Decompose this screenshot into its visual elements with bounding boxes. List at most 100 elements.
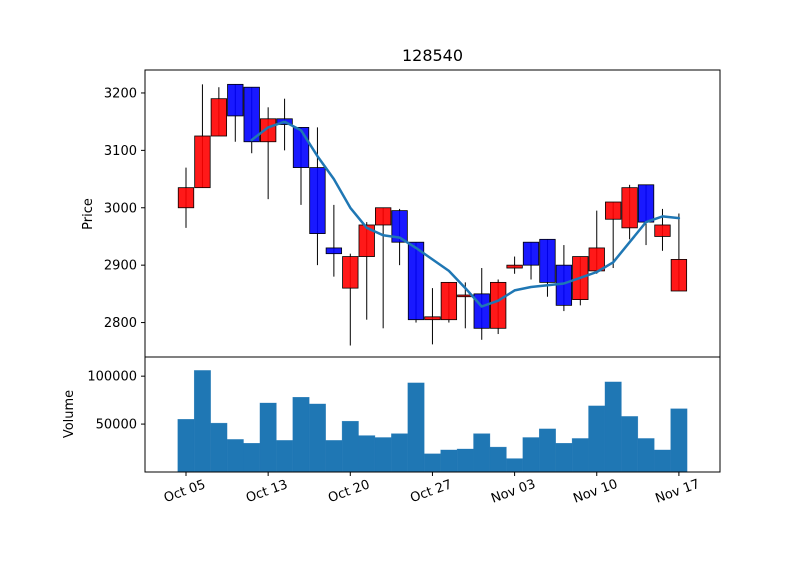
volume-bar [391, 433, 409, 473]
candle [210, 87, 228, 137]
candle [605, 201, 622, 269]
volume-panel: 50000 100000 Volume [62, 356, 721, 473]
candle [539, 238, 556, 297]
x-tick-label: Oct 05 [162, 477, 208, 506]
chart-title: 128540 [402, 46, 463, 65]
candle-body [292, 127, 310, 168]
candle [227, 83, 244, 142]
candle-body [177, 187, 195, 209]
volume-bar [276, 440, 294, 473]
candle [555, 245, 573, 312]
candle-body [391, 210, 408, 243]
candle-body [605, 201, 622, 220]
volume-bar [358, 435, 376, 473]
volume-bar [308, 403, 326, 473]
volume-tick-label: 100000 [87, 370, 137, 385]
volume-bar [522, 437, 540, 473]
volume-bar [621, 416, 639, 473]
candle-body [621, 187, 638, 229]
volume-tick-label: 50000 [96, 418, 137, 433]
candle [588, 210, 605, 274]
candle [424, 288, 441, 345]
volume-bar [654, 449, 671, 473]
volume-bar [177, 419, 195, 473]
candle-body [309, 167, 326, 234]
candle-body [325, 247, 343, 255]
volume-bar [604, 381, 622, 473]
volume-bar [489, 446, 507, 473]
candle [309, 127, 326, 266]
x-tick-label: Oct 27 [408, 477, 454, 506]
candle [490, 279, 507, 335]
candle [670, 213, 688, 292]
volume-y-axis: 50000 100000 [87, 370, 145, 433]
price-tick-label: 3000 [104, 201, 137, 216]
price-tick-label: 3100 [104, 144, 137, 159]
candle-body [654, 224, 671, 237]
price-axis-label: Price [81, 198, 96, 230]
candle-body [490, 281, 507, 329]
volume-bar [506, 458, 524, 473]
candle-body [227, 83, 244, 117]
volume-bar [588, 405, 606, 473]
volume-bar [440, 449, 458, 473]
volume-bar [571, 438, 589, 473]
x-tick-label: Oct 20 [326, 477, 372, 506]
candle-body [243, 86, 260, 143]
x-tick-label: Nov 10 [571, 477, 619, 507]
price-tick-label: 3200 [104, 86, 137, 101]
candle [243, 86, 260, 154]
candle-body [194, 135, 211, 189]
candle [375, 207, 392, 329]
candle [440, 281, 458, 323]
candle-body [522, 241, 540, 266]
candle-body [407, 241, 425, 321]
price-panel: 2800 2900 3000 3100 3200 Price [81, 69, 721, 358]
price-candles [177, 83, 688, 346]
candle [342, 253, 359, 346]
candle-body [424, 316, 441, 321]
candle-body [358, 224, 375, 257]
price-tick-label: 2900 [104, 259, 137, 274]
candle [358, 222, 375, 320]
candle [259, 107, 277, 200]
candle-body [259, 118, 277, 143]
volume-bar [456, 448, 474, 473]
candle [177, 167, 195, 228]
price-y-axis: 2800 2900 3000 3100 3200 [104, 86, 145, 331]
x-axis: Oct 05 Oct 13 Oct 20 Oct 27 Nov 03 Nov 10 Nov … [162, 472, 702, 507]
volume-bar [341, 420, 359, 473]
volume-bar [374, 437, 392, 473]
volume-bar [407, 382, 425, 473]
volume-bar [670, 408, 688, 473]
price-tick-label: 2800 [104, 316, 137, 331]
volume-bar [473, 433, 491, 473]
volume-bar [325, 440, 343, 473]
volume-bar [193, 370, 211, 473]
candle [325, 204, 343, 277]
x-tick-label: Oct 13 [244, 477, 290, 506]
x-tick-label: Nov 17 [654, 477, 702, 507]
candle-body [210, 98, 228, 137]
candle [621, 184, 638, 240]
candle-body [637, 184, 655, 223]
volume-bar [259, 402, 277, 473]
candle [506, 256, 523, 274]
candle [522, 241, 540, 280]
candle-body [375, 207, 392, 226]
x-tick-label: Nov 03 [489, 477, 537, 507]
volume-bar [243, 443, 261, 473]
volume-bar [637, 438, 655, 473]
candle [194, 84, 211, 189]
volume-bars [177, 370, 688, 473]
candle [407, 241, 425, 323]
moving-average-line [250, 120, 681, 308]
volume-bar [292, 397, 310, 473]
candle-body [440, 281, 458, 321]
candle-body [539, 238, 556, 283]
candle-body [670, 259, 688, 292]
candle-body [506, 264, 523, 269]
volume-axis-label: Volume [62, 390, 77, 438]
candle [637, 184, 655, 246]
